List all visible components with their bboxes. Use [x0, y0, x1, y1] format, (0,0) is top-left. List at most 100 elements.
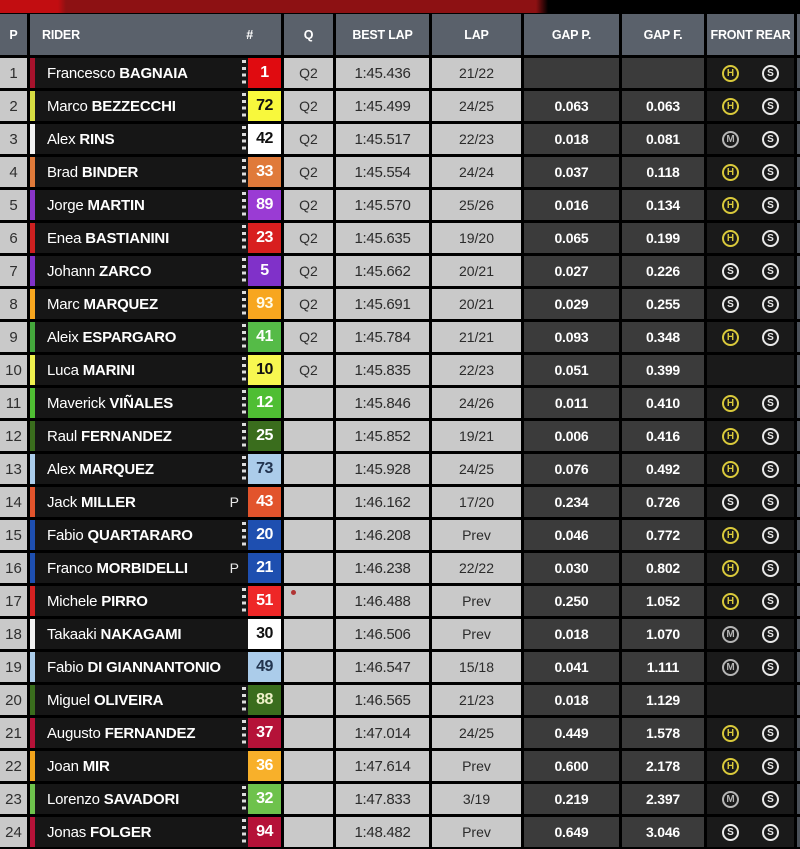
lap-cell: 20/21: [432, 256, 521, 286]
edge-sliver: [797, 751, 800, 781]
rider-name: Augusto FERNANDEZ: [47, 724, 196, 742]
best-lap-cell: 1:47.614: [336, 751, 429, 781]
gap-first-cell: 2.397: [622, 784, 704, 814]
table-row[interactable]: 15 Fabio QUARTARARO 20 1:46.208 Prev 0.046 0.7…: [0, 520, 800, 550]
rider-cell: Augusto FERNANDEZ 37: [30, 718, 281, 748]
table-row[interactable]: 24 Jonas FOLGER 94 1:48.482 Prev 0.649 3.046 S S: [0, 817, 800, 847]
table-row[interactable]: 5 Jorge MARTIN 89 Q2 1:45.570 25/26 0.016 0.134…: [0, 190, 800, 220]
table-row[interactable]: 23 Lorenzo SAVADORI 32 1:47.833 3/19 0.219 2.3…: [0, 784, 800, 814]
rider-name: Alex MARQUEZ: [47, 460, 154, 478]
table-row[interactable]: 8 Marc MARQUEZ 93 Q2 1:45.691 20/21 0.029 0.255…: [0, 289, 800, 319]
position-cell: 20: [0, 685, 27, 715]
rider-number: 12: [248, 388, 281, 418]
table-row[interactable]: 20 Miguel OLIVEIRA 88 1:46.565 21/23 0.018 1.1…: [0, 685, 800, 715]
table-row[interactable]: 21 Augusto FERNANDEZ 37 1:47.014 24/25 0.449 1…: [0, 718, 800, 748]
pit-flag: P: [229, 560, 239, 576]
table-row[interactable]: 10 Luca MARINI 10 Q2 1:45.835 22/23 0.051 0.399: [0, 355, 800, 385]
rear-tire-s-icon: S: [762, 229, 779, 247]
rear-tire-s-icon: S: [762, 328, 779, 346]
rider-number: 32: [248, 784, 281, 814]
rear-tire-s-icon: S: [762, 823, 779, 841]
on-track-indicator-icon: [242, 356, 246, 384]
lap-cell: 22/23: [432, 124, 521, 154]
rider-name: Raul FERNANDEZ: [47, 427, 172, 445]
lap-cell: 24/25: [432, 718, 521, 748]
rider-cell: Jack MILLER P 43: [30, 487, 281, 517]
team-color-stripe: [30, 289, 35, 319]
qualifying-cell: [284, 718, 333, 748]
edge-sliver: [797, 718, 800, 748]
qualifying-cell: [284, 421, 333, 451]
rider-number: 49: [248, 652, 281, 682]
rider-cell: Raul FERNANDEZ 25: [30, 421, 281, 451]
lap-cell: 21/23: [432, 685, 521, 715]
rider-cell: Marc MARQUEZ 93: [30, 289, 281, 319]
table-row[interactable]: 1 Francesco BAGNAIA 1 Q2 1:45.436 21/22 H S: [0, 58, 800, 88]
gap-prev-cell: 0.046: [524, 520, 619, 550]
on-track-indicator-icon: [242, 587, 246, 615]
table-row[interactable]: 14 Jack MILLER P 43 1:46.162 17/20 0.234 0.726 S…: [0, 487, 800, 517]
best-lap-cell: 1:46.488: [336, 586, 429, 616]
qualifying-cell: Q2: [284, 91, 333, 121]
on-track-indicator-icon: [242, 290, 246, 318]
table-row[interactable]: 22 Joan MIR 36 1:47.614 Prev 0.600 2.178 H S: [0, 751, 800, 781]
rider-name: Jonas FOLGER: [47, 823, 152, 841]
rider-number: 25: [248, 421, 281, 451]
team-color-stripe: [30, 520, 35, 550]
rider-number: 42: [248, 124, 281, 154]
rider-name: Fabio QUARTARARO: [47, 526, 193, 544]
qualifying-cell: Q2: [284, 355, 333, 385]
table-row[interactable]: 4 Brad BINDER 33 Q2 1:45.554 24/24 0.037 0.118 H…: [0, 157, 800, 187]
header-qualifying: Q: [284, 14, 333, 55]
table-row[interactable]: 18 Takaaki NAKAGAMI 30 1:46.506 Prev 0.018 1.0…: [0, 619, 800, 649]
table-row[interactable]: 9 Aleix ESPARGARO 41 Q2 1:45.784 21/21 0.093 0.…: [0, 322, 800, 352]
position-cell: 23: [0, 784, 27, 814]
rider-number: 30: [248, 619, 281, 649]
table-row[interactable]: 11 Maverick VIÑALES 12 1:45.846 24/26 0.011 0.…: [0, 388, 800, 418]
position-cell: 24: [0, 817, 27, 847]
gap-prev-cell: 0.219: [524, 784, 619, 814]
rear-tire-s-icon: S: [762, 625, 779, 643]
edge-sliver: [797, 190, 800, 220]
gap-prev-cell: 0.016: [524, 190, 619, 220]
front-tire-s-icon: S: [722, 295, 739, 313]
table-row[interactable]: 2 Marco BEZZECCHI 72 Q2 1:45.499 24/25 0.063 0.…: [0, 91, 800, 121]
header-rider-label: RIDER: [42, 27, 80, 42]
qualifying-cell: Q2: [284, 223, 333, 253]
table-row[interactable]: 6 Enea BASTIANINI 23 Q2 1:45.635 19/20 0.065 0.…: [0, 223, 800, 253]
table-row[interactable]: 13 Alex MARQUEZ 73 1:45.928 24/25 0.076 0.492 H…: [0, 454, 800, 484]
rider-cell: Enea BASTIANINI 23: [30, 223, 281, 253]
table-row[interactable]: 17 Michele PIRRO 51 1:46.488 Prev 0.250 1.052 H…: [0, 586, 800, 616]
rider-cell: Takaaki NAKAGAMI 30: [30, 619, 281, 649]
table-row[interactable]: 12 Raul FERNANDEZ 25 1:45.852 19/21 0.006 0.41…: [0, 421, 800, 451]
best-lap-cell: 1:45.928: [336, 454, 429, 484]
best-lap-cell: 1:46.547: [336, 652, 429, 682]
rider-cell: Fabio QUARTARARO 20: [30, 520, 281, 550]
lap-cell: Prev: [432, 817, 521, 847]
rider-number: 5: [248, 256, 281, 286]
rider-number: 23: [248, 223, 281, 253]
front-tire-h-icon: H: [722, 394, 739, 412]
edge-sliver: [797, 553, 800, 583]
table-row[interactable]: 3 Alex RINS 42 Q2 1:45.517 22/23 0.018 0.081 M S: [0, 124, 800, 154]
position-cell: 19: [0, 652, 27, 682]
gap-first-cell: 3.046: [622, 817, 704, 847]
edge-sliver: [797, 256, 800, 286]
best-lap-cell: 1:45.635: [336, 223, 429, 253]
table-row[interactable]: 19 Fabio DI GIANNANTONIO 49 1:46.547 15/18 0.…: [0, 652, 800, 682]
best-lap-cell: 1:45.846: [336, 388, 429, 418]
table-row[interactable]: 16 Franco MORBIDELLI P 21 1:46.238 22/22 0.030…: [0, 553, 800, 583]
rider-number: 88: [248, 685, 281, 715]
gap-prev-cell: 0.029: [524, 289, 619, 319]
table-row[interactable]: 7 Johann ZARCO 5 Q2 1:45.662 20/21 0.027 0.226 S…: [0, 256, 800, 286]
lap-cell: 21/21: [432, 322, 521, 352]
position-cell: 11: [0, 388, 27, 418]
best-lap-cell: 1:47.014: [336, 718, 429, 748]
